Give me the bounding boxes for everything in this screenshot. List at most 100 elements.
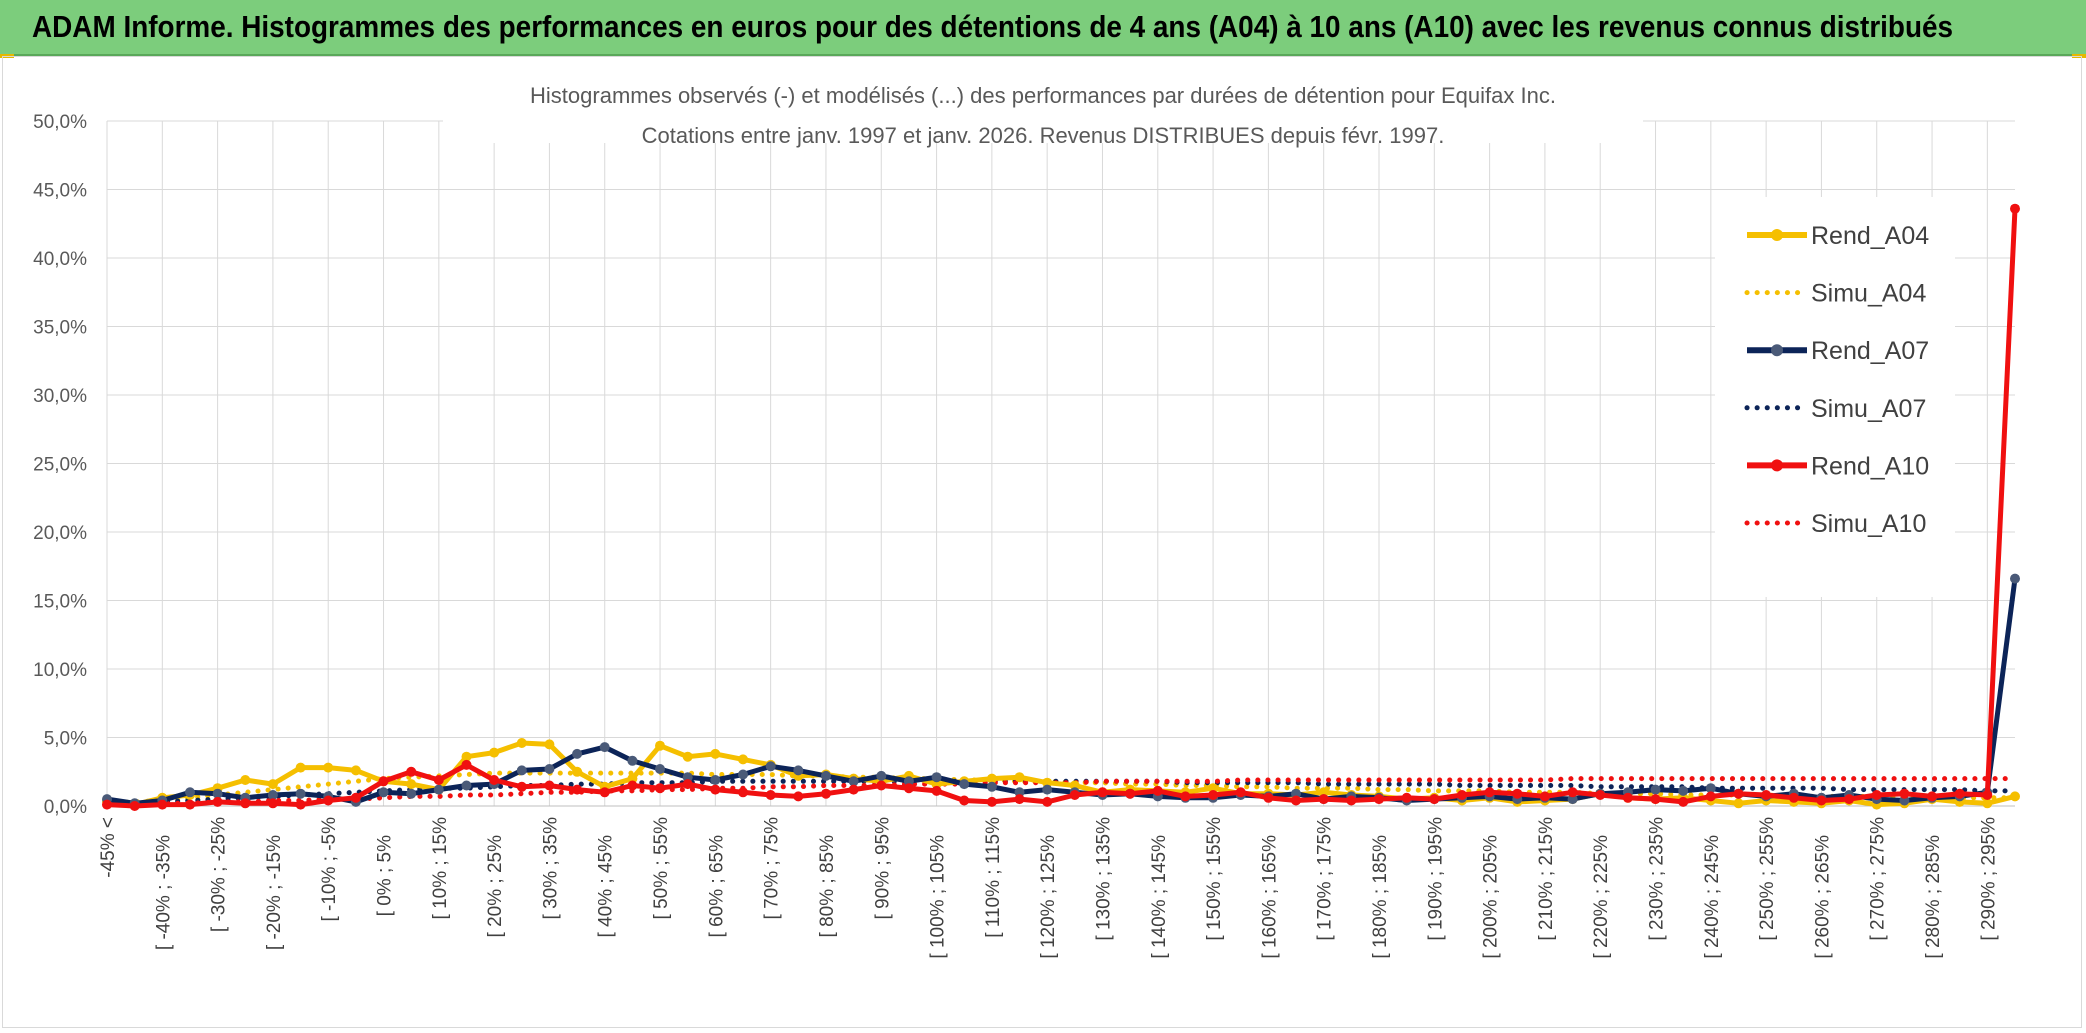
data-point	[1125, 788, 1136, 799]
data-point	[931, 772, 942, 783]
x-tick-label: [ 270% ; 275%	[1868, 817, 1889, 941]
data-point	[903, 783, 914, 794]
data-point	[516, 781, 527, 792]
data-point	[1042, 796, 1053, 807]
data-point	[295, 788, 306, 799]
legend-label: Simu_A10	[1811, 510, 1926, 538]
series-line-rend-a10	[106, 208, 2018, 809]
data-point	[240, 798, 251, 809]
data-point	[1097, 787, 1108, 798]
x-tick-label: [ 280% ; 285%	[1923, 835, 1944, 959]
data-point	[986, 796, 997, 807]
data-point	[378, 787, 389, 798]
legend-label: Rend_A07	[1811, 337, 1929, 365]
x-tick-label: [ -40% ; -35%	[153, 835, 174, 950]
data-point	[1678, 785, 1689, 796]
x-tick-label: [ -30% ; -25%	[209, 817, 230, 932]
data-point	[489, 775, 500, 785]
series-group	[102, 203, 2020, 811]
data-point	[1291, 795, 1301, 806]
x-tick-label: [ 150% ; 155%	[1204, 817, 1225, 941]
x-tick-label: [ 200% ; 205%	[1481, 835, 1502, 959]
data-point	[738, 787, 748, 798]
data-point	[1374, 794, 1384, 805]
x-tick-label: [ 60% ; 65%	[706, 835, 727, 938]
data-point	[599, 742, 610, 753]
data-point	[433, 784, 444, 795]
data-point	[572, 784, 583, 795]
data-point	[433, 775, 444, 785]
data-point	[461, 751, 472, 762]
data-point	[1733, 798, 1744, 809]
data-point	[350, 792, 361, 803]
data-point	[1650, 784, 1661, 795]
data-point	[682, 751, 693, 762]
data-point	[267, 798, 278, 809]
data-point	[267, 790, 278, 800]
data-point	[1429, 794, 1440, 805]
data-point	[738, 754, 748, 765]
data-point	[1954, 788, 1965, 799]
x-tick-label: [ 110% ; 115%	[983, 817, 1004, 938]
data-point	[1982, 798, 1993, 809]
x-tick-label: [ 240% ; 245%	[1702, 835, 1723, 959]
x-tick-label: [ -10% ; -5%	[319, 817, 340, 922]
data-point	[2010, 573, 2020, 584]
x-tick-label: [ 70% ; 75%	[762, 817, 783, 920]
data-point	[461, 759, 472, 770]
data-point	[655, 783, 665, 794]
data-point	[793, 765, 804, 776]
x-tick-label: [ -20% ; -15%	[264, 835, 285, 950]
y-tick-label: 35,0%	[33, 318, 87, 339]
data-point	[1318, 794, 1329, 805]
data-point	[212, 788, 223, 799]
data-point	[1457, 790, 1467, 800]
data-point	[267, 779, 278, 790]
y-tick-label: 15,0%	[33, 592, 87, 613]
x-tick-label: [ 190% ; 195%	[1425, 817, 1446, 941]
x-tick-label: [ 210% ; 215%	[1536, 817, 1557, 941]
data-point	[378, 776, 389, 787]
data-point	[516, 765, 527, 776]
data-point	[655, 764, 665, 774]
data-point	[710, 748, 721, 759]
x-tick-label: [ 220% ; 225%	[1591, 835, 1612, 959]
data-point	[682, 779, 693, 790]
x-tick-label: [ 120% ; 125%	[1038, 835, 1059, 959]
data-point	[986, 773, 997, 784]
legend-marker	[1771, 229, 1783, 241]
data-point	[1152, 785, 1163, 796]
data-point	[1844, 794, 1855, 805]
data-point	[1678, 796, 1689, 807]
data-point	[1401, 792, 1412, 803]
data-point	[406, 766, 417, 777]
data-point	[406, 788, 417, 799]
data-point	[323, 762, 334, 773]
data-point	[1235, 787, 1246, 798]
y-tick-label: 25,0%	[33, 455, 87, 476]
data-point	[848, 776, 859, 787]
data-point	[1567, 787, 1578, 798]
data-point	[1069, 790, 1080, 800]
data-point	[1263, 792, 1274, 803]
legend-item: Simu_A10	[1744, 510, 1926, 538]
x-tick-label: [ 260% ; 265%	[1812, 835, 1833, 959]
data-point	[1871, 790, 1882, 800]
x-tick-label: [ 180% ; 185%	[1370, 835, 1391, 959]
data-point	[406, 779, 417, 790]
data-point	[959, 779, 970, 790]
data-point	[2010, 791, 2020, 802]
data-point	[1014, 794, 1025, 805]
data-point	[599, 787, 610, 798]
data-point	[102, 799, 112, 810]
chart-title-line2: Cotations entre janv. 1997 et janv. 2026…	[642, 123, 1445, 148]
data-point	[821, 788, 831, 799]
y-tick-label: 20,0%	[33, 523, 87, 544]
data-point	[516, 738, 527, 748]
data-point	[765, 790, 776, 800]
data-point	[710, 775, 721, 785]
data-point	[1014, 772, 1025, 783]
y-tick-label: 10,0%	[33, 660, 87, 681]
data-point	[185, 787, 195, 798]
y-axis: 0,0% 5,0% 10,0% 15,0% 20,0% 25,0% 30,0% 35,0% 40…	[33, 112, 87, 818]
